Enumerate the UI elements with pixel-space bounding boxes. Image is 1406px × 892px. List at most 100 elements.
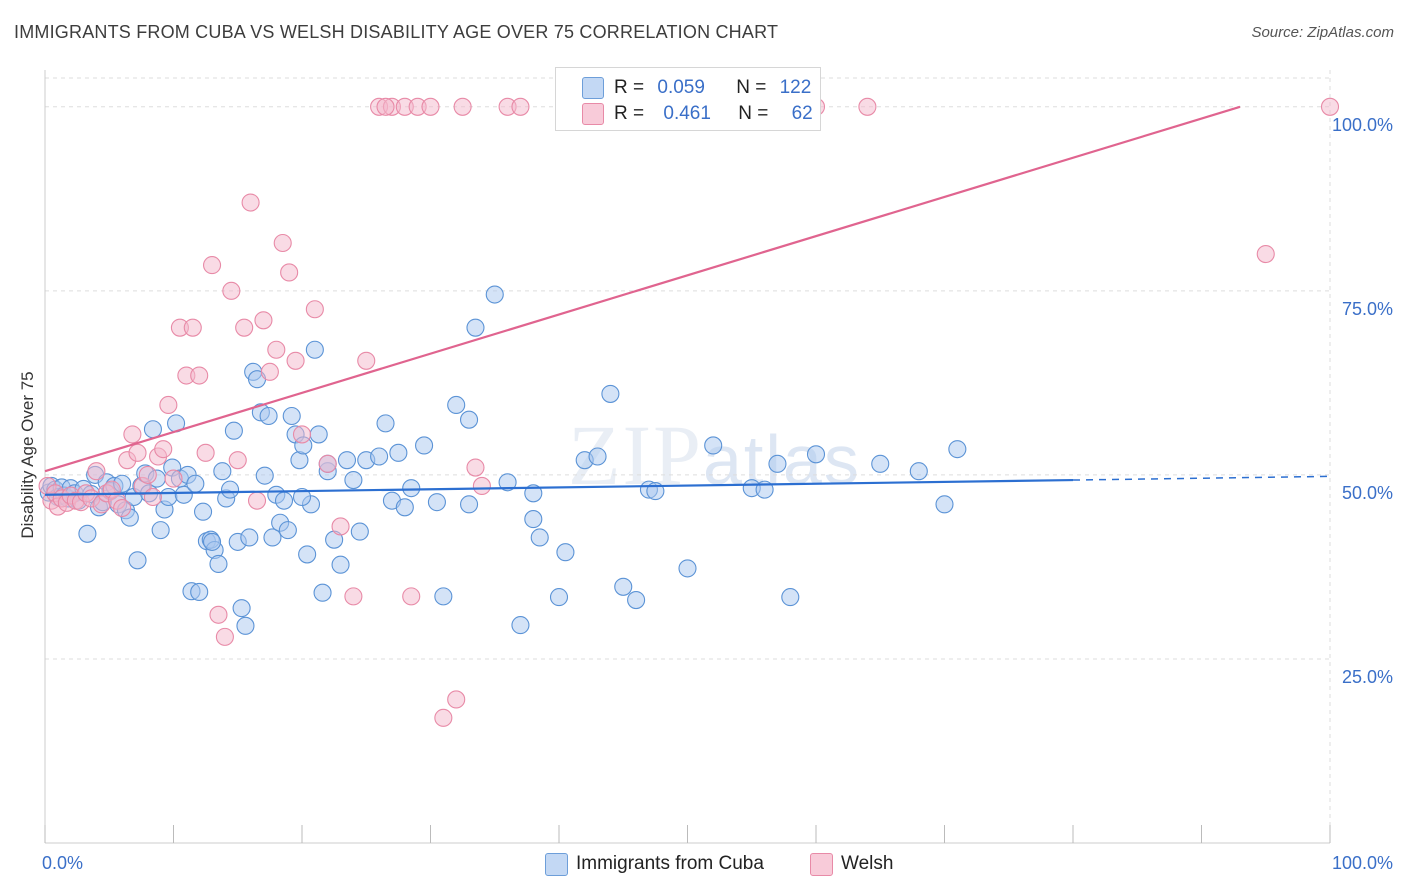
blue-point-40 bbox=[190, 582, 209, 602]
pink-point-11 bbox=[87, 462, 106, 481]
pink-point-67 bbox=[376, 97, 395, 116]
pink-point-39 bbox=[247, 491, 267, 510]
blue-point-112 bbox=[871, 454, 890, 473]
blue-point-41 bbox=[194, 502, 213, 521]
pink-point-51 bbox=[357, 351, 376, 370]
pink-point-57 bbox=[434, 708, 453, 727]
pink-point-35 bbox=[222, 281, 241, 300]
legend-r-label: R = bbox=[614, 103, 645, 124]
blue-point-120 bbox=[292, 487, 312, 507]
pink-point-69 bbox=[472, 476, 491, 495]
pink-point-33 bbox=[209, 605, 228, 624]
pink-point-65 bbox=[1256, 244, 1275, 264]
blue-point-92 bbox=[485, 285, 504, 304]
trend-line-blue-extension bbox=[1072, 475, 1331, 481]
blue-point-51 bbox=[232, 599, 251, 618]
blue-point-32 bbox=[159, 487, 178, 507]
blue-point-89 bbox=[447, 395, 466, 415]
pink-point-29 bbox=[183, 318, 202, 337]
y-tick-label-2: 75.0% bbox=[1342, 299, 1393, 319]
blue-point-94 bbox=[511, 616, 530, 635]
pink-point-56 bbox=[421, 97, 440, 116]
blue-point-83 bbox=[389, 443, 408, 462]
pink-point-24 bbox=[154, 440, 173, 459]
pink-point-18 bbox=[123, 425, 142, 444]
blue-point-57 bbox=[255, 466, 274, 485]
correlation-legend: R = 0.059 N = 122 R = 0.461 N = 62 bbox=[555, 67, 821, 131]
blue-point-49 bbox=[224, 421, 243, 440]
pink-point-50 bbox=[344, 587, 363, 606]
blue-point-117 bbox=[524, 484, 543, 503]
pink-point-43 bbox=[273, 233, 292, 253]
blue-point-45 bbox=[209, 554, 228, 574]
series-pink-points bbox=[38, 97, 1340, 727]
blue-point-102 bbox=[614, 577, 633, 596]
blue-point-119 bbox=[203, 532, 222, 551]
blue-point-85 bbox=[402, 479, 421, 498]
axes bbox=[44, 70, 1331, 844]
trend-line-blue bbox=[44, 478, 1074, 496]
y-tick-label-0: 25.0% bbox=[1342, 667, 1393, 687]
pink-point-42 bbox=[267, 340, 286, 359]
legend-blue-n: 122 bbox=[779, 77, 812, 98]
bottom-legend-label-pink: Welsh bbox=[841, 853, 894, 874]
pink-point-47 bbox=[305, 300, 324, 319]
trend-line-pink bbox=[44, 105, 1241, 473]
blue-point-118 bbox=[459, 495, 479, 514]
blue-point-81 bbox=[376, 414, 395, 433]
blue-point-113 bbox=[909, 462, 928, 481]
blue-point-70 bbox=[305, 340, 324, 359]
x-tick-label-0: 0.0% bbox=[42, 853, 83, 873]
legend-r-label: R = bbox=[614, 77, 645, 98]
y-tick-label-1: 50.0% bbox=[1342, 483, 1393, 503]
pink-point-38 bbox=[241, 193, 260, 212]
pink-point-21 bbox=[138, 465, 157, 484]
blue-point-76 bbox=[337, 451, 357, 470]
blue-point-46 bbox=[213, 462, 232, 481]
legend-n-label: N = bbox=[736, 77, 767, 98]
blue-point-109 bbox=[768, 454, 787, 473]
pink-point-64 bbox=[858, 97, 877, 116]
pink-point-48 bbox=[318, 454, 337, 473]
pink-point-46 bbox=[292, 425, 312, 444]
blue-point-84 bbox=[395, 498, 414, 517]
blue-point-87 bbox=[427, 493, 446, 512]
legend-pink-n: 62 bbox=[791, 103, 813, 124]
blue-point-58 bbox=[259, 406, 278, 426]
legend-swatch-pink bbox=[582, 103, 604, 125]
bottom-legend-label-blue: Immigrants from Cuba bbox=[576, 853, 764, 874]
blue-point-62 bbox=[274, 491, 294, 510]
pink-point-66 bbox=[1320, 97, 1340, 116]
legend-swatch-blue bbox=[582, 77, 604, 99]
blue-point-95 bbox=[524, 510, 543, 529]
legend-blue-r: 0.059 bbox=[657, 77, 705, 98]
blue-point-52 bbox=[236, 616, 255, 635]
y-tick-label-3: 100.0% bbox=[1332, 115, 1393, 135]
blue-point-48 bbox=[220, 480, 240, 499]
blue-point-36 bbox=[174, 485, 193, 504]
pink-point-49 bbox=[331, 517, 350, 536]
pink-point-37 bbox=[235, 318, 254, 337]
blue-point-90 bbox=[459, 410, 479, 429]
blue-point-105 bbox=[678, 559, 697, 578]
series-blue-points bbox=[39, 285, 967, 635]
pink-point-30 bbox=[190, 366, 209, 385]
blue-point-78 bbox=[350, 522, 369, 541]
blue-point-86 bbox=[415, 436, 434, 455]
blue-point-53 bbox=[240, 528, 259, 547]
pink-point-44 bbox=[280, 263, 299, 282]
pink-point-58 bbox=[447, 690, 466, 709]
blue-point-75 bbox=[331, 555, 350, 574]
trend-lines bbox=[44, 105, 1331, 496]
pink-point-25 bbox=[159, 395, 178, 415]
blue-point-80 bbox=[370, 447, 389, 466]
blue-point-68 bbox=[298, 545, 317, 564]
source-label: Source: ZipAtlas.com bbox=[1251, 24, 1394, 41]
blue-point-71 bbox=[309, 425, 328, 444]
blue-point-115 bbox=[948, 440, 967, 459]
pink-point-16 bbox=[113, 498, 132, 518]
blue-point-110 bbox=[781, 588, 800, 607]
blue-point-91 bbox=[466, 318, 485, 337]
pink-point-68 bbox=[402, 587, 421, 606]
